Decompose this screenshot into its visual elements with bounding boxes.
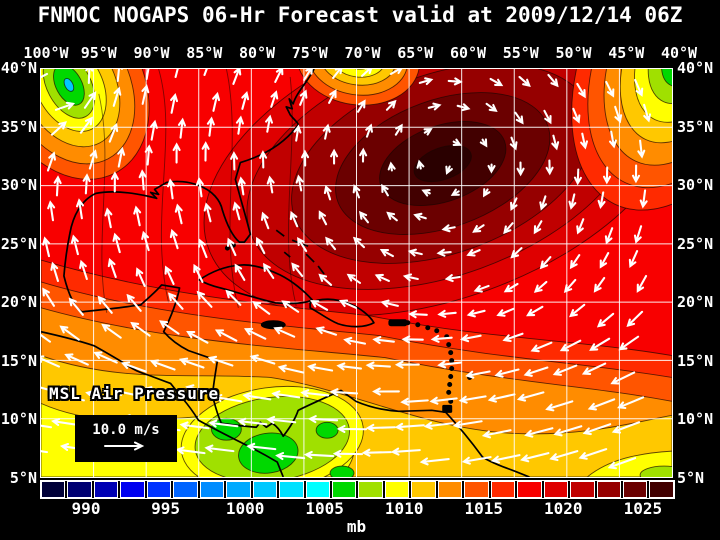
lat-label-left: 5°N [9,469,37,487]
lat-label-right: 40°N [677,59,714,77]
colorbar-tick-label: 1020 [544,499,583,518]
lon-label: 60°W [449,44,487,62]
lon-label: 95°W [80,44,117,62]
colorbar-cell [252,481,278,498]
lat-label-right: 25°N [677,234,714,253]
wind-scale-arrow-icon [104,441,145,451]
colorbar-cell [93,481,119,498]
colorbar-tick-label: 1025 [623,499,663,518]
colorbar-cell [146,481,172,498]
colorbar-tick-label: 1015 [464,499,504,518]
wind-scale-legend: 10.0 m/s [75,415,177,462]
lon-label: 90°W [133,44,170,62]
lon-label: 55°W [502,44,539,62]
lat-label-right: 35°N [677,117,714,136]
colorbar-cell [305,481,330,498]
colorbar-cell [384,481,410,498]
lat-label-left: 40°N [0,59,37,77]
lat-label-right: 20°N [677,293,714,312]
colorbar-cell [543,481,569,498]
colorbar-cell [331,481,357,498]
colorbar-cell [67,481,92,498]
lat-label-right: 5°N [677,469,705,487]
lat-label-left: 15°N [0,351,37,370]
colorbar [40,480,675,499]
colorbar-tick-label: 1010 [384,499,424,518]
colorbar-cell [490,481,516,498]
wind-scale-value: 10.0 m/s [92,422,160,438]
lat-label-left: 10°N [0,410,37,429]
lon-label: 50°W [555,44,592,62]
colorbar-tick-label: 995 [151,499,180,518]
colorbar-cell [517,481,542,498]
colorbar-cell [649,481,674,498]
lon-label: 65°W [397,44,434,62]
lat-label-left: 30°N [0,176,37,195]
colorbar-tick-label: 1005 [305,499,344,518]
lat-label-left: 20°N [0,293,37,312]
colorbar-cell [358,481,383,498]
colorbar-cell [279,481,304,498]
lon-label: 70°W [344,44,381,62]
colorbar-units: mb [346,517,367,536]
lat-label-right: 30°N [677,176,714,195]
colorbar-cell [41,481,66,498]
lon-label: 40°W [660,44,698,62]
lat-label-right: 10°N [677,410,714,429]
colorbar-tick-label: 990 [71,499,101,518]
grid-lines [41,69,672,477]
coastlines [41,69,530,477]
colorbar-cell [120,481,145,498]
colorbar-cell [199,481,225,498]
lat-label-left: 35°N [0,117,37,136]
colorbar-cell [570,481,595,498]
lon-label: 45°W [608,44,645,62]
lon-label: 85°W [186,44,223,62]
colorbar-cell [173,481,198,498]
colorbar-cell [622,481,648,498]
field-label: MSL Air Pressure [49,384,220,403]
lon-label: 75°W [291,44,328,62]
page-title: FNMOC NOGAPS 06-Hr Forecast valid at 200… [37,3,683,27]
lon-label: 80°W [238,44,276,62]
colorbar-cell [437,481,463,498]
lat-label-left: 25°N [0,234,37,253]
colorbar-cell [596,481,621,498]
lon-label: 100°W [23,44,69,62]
map-canvas [41,69,672,477]
pressure-map [40,68,673,478]
colorbar-cell [226,481,251,498]
colorbar-tick-label: 1000 [225,499,265,518]
lat-label-right: 15°N [677,351,714,370]
wind-arrows [41,69,652,470]
colorbar-cell [464,481,489,498]
colorbar-cell [411,481,436,498]
